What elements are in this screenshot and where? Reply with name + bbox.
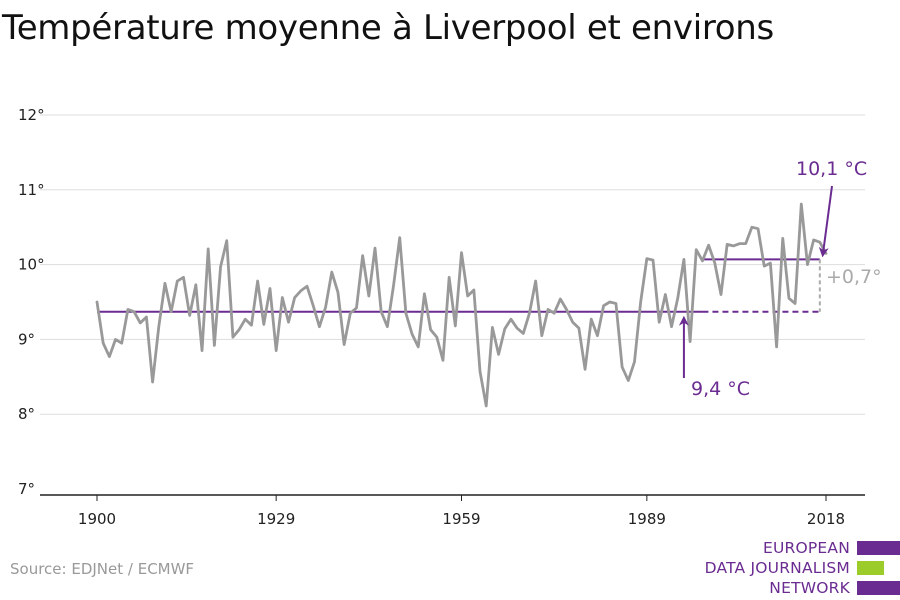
logo-text-line: EUROPEAN xyxy=(762,539,850,557)
source-note: Source: EDJNet / ECMWF xyxy=(10,560,195,578)
x-tick-label: 1989 xyxy=(628,510,666,528)
y-tick-label: 11° xyxy=(18,181,45,199)
edjnet-logo: EUROPEAN DATA JOURNALISM NETWORK xyxy=(700,538,900,598)
logo-bar-purple xyxy=(857,541,900,555)
logo-bar-purple xyxy=(857,581,900,595)
y-tick-label: 7° xyxy=(18,480,35,498)
logo-bar-green xyxy=(857,561,884,575)
logo-text-line: DATA JOURNALISM xyxy=(704,559,850,577)
series-line xyxy=(95,202,828,408)
x-tick-label: 1900 xyxy=(78,510,116,528)
chart-title: Température moyenne à Liverpool et envir… xyxy=(2,8,774,48)
y-tick-label: 8° xyxy=(18,405,35,423)
difference-label: +0,7° xyxy=(826,266,882,288)
annotation-label: 9,4 °C xyxy=(691,378,750,400)
x-tick-label: 1929 xyxy=(257,510,295,528)
annotation-label: 10,1 °C xyxy=(796,158,867,180)
x-tick-label: 2018 xyxy=(807,510,845,528)
arrow-icon xyxy=(818,185,833,258)
y-tick-label: 9° xyxy=(18,330,35,348)
y-tick-label: 12° xyxy=(18,106,45,124)
y-tick-label: 10° xyxy=(18,256,45,274)
x-tick-label: 1959 xyxy=(442,510,480,528)
logo-text-line: NETWORK xyxy=(769,579,850,597)
